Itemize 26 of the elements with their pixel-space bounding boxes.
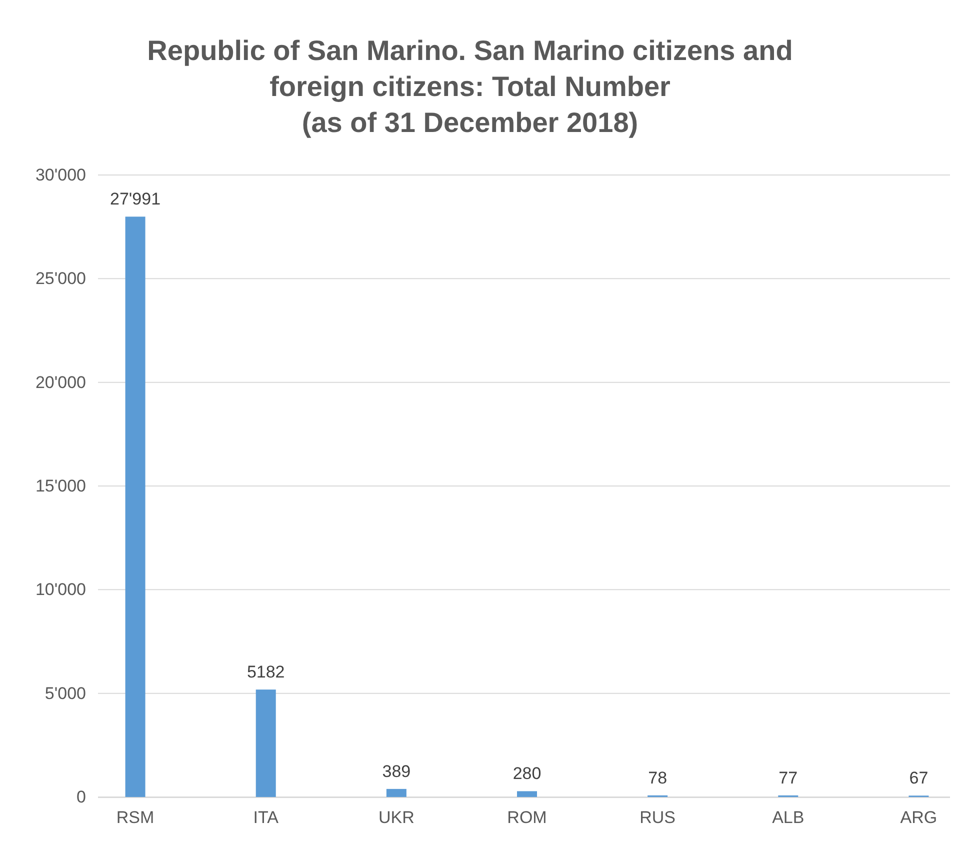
data-label: 280 <box>512 764 542 784</box>
data-label: 5182 <box>246 662 285 682</box>
data-label: 389 <box>382 762 411 781</box>
x-tick-label: ARG <box>900 808 938 828</box>
bar <box>517 791 537 797</box>
x-tick-label: ITA <box>253 808 280 828</box>
bar <box>256 690 276 797</box>
y-tick-label: 0 <box>76 787 86 806</box>
x-tick-label: ROM <box>507 808 547 828</box>
x-tick-label: UKR <box>378 808 414 828</box>
chart-title: Republic of San Marino. San Marino citizens and foreign citizens: Total Number (as of 31 December 2018) <box>147 35 793 138</box>
y-tick-label: 5'000 <box>44 684 86 703</box>
y-tick-label: 20'000 <box>35 372 86 392</box>
x-tick-label: ALB <box>772 808 804 828</box>
x-tick-label: RSM <box>116 808 154 828</box>
y-tick-label: 10'000 <box>35 580 86 600</box>
y-tick-label: 25'000 <box>35 269 86 288</box>
data-label: 27'991 <box>110 190 161 209</box>
bar <box>386 788 406 797</box>
x-tick-label: RUS <box>640 808 676 828</box>
bar <box>125 216 146 797</box>
y-tick-label: 30'000 <box>35 165 86 184</box>
data-label: 77 <box>778 768 798 788</box>
data-label: 78 <box>648 768 668 788</box>
y-tick-label: 15'000 <box>35 476 86 496</box>
data-label: 67 <box>909 768 928 788</box>
